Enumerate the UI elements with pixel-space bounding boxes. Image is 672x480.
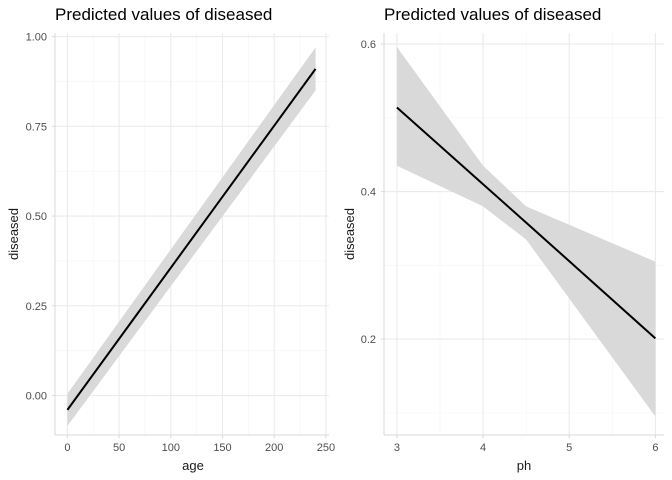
age-panel-x-tick-label: 0: [64, 442, 70, 454]
age-panel-y-tick-label: 0.00: [26, 391, 47, 403]
ph-panel-ribbon-layer: [396, 47, 656, 417]
ph-panel-y-tick-label: 0.6: [361, 39, 376, 51]
ph-panel-x-axis-title: ph: [517, 458, 531, 473]
ph-panel-y-tick-label: 0.4: [361, 187, 376, 199]
age-panel-x-tick-label: 200: [265, 442, 283, 454]
ph-panel-x-tick-label: 6: [652, 442, 658, 454]
age-panel-x-tick-label: 100: [162, 442, 180, 454]
ph-panel: Predicted values of diseased 3 4 5 6 0.2 0.4 0…: [342, 5, 664, 473]
age-panel-line-layer: [66, 68, 317, 411]
age-panel-y-tick-label: 0.50: [26, 211, 47, 223]
age-panel-y-tick-label: 1.00: [26, 32, 47, 44]
age-panel-prediction-line: [66, 68, 317, 411]
age-panel-axes: 0 50 100 150 200 250 0.00 0.25 0.50 0.75 1.00: [26, 32, 335, 454]
age-panel-ribbon-layer: [67, 47, 316, 427]
ph-panel-x-tick-label: 5: [566, 442, 572, 454]
age-panel-y-axis-title: diseased: [6, 208, 21, 260]
ph-panel-title: Predicted values of diseased: [384, 5, 601, 24]
age-panel-x-axis-title: age: [182, 458, 204, 473]
ph-panel-x-tick-label: 4: [480, 442, 486, 454]
ph-panel-axes: 3 4 5 6 0.2 0.4 0.6: [361, 33, 664, 454]
age-panel-y-tick-label: 0.25: [26, 301, 47, 313]
age-panel-confidence-band: [67, 47, 316, 427]
ph-panel-y-tick-label: 0.2: [361, 334, 376, 346]
age-panel-y-tick-label: 0.75: [26, 121, 47, 133]
ph-panel-line-layer: [396, 106, 657, 340]
ph-panel-x-tick-label: 3: [394, 442, 400, 454]
ph-panel-confidence-band: [396, 47, 656, 417]
age-panel-title: Predicted values of diseased: [55, 5, 272, 24]
age-panel-x-tick-label: 150: [213, 442, 231, 454]
ph-panel-y-axis-title: diseased: [342, 208, 357, 260]
ph-panel-prediction-line: [396, 106, 657, 340]
age-panel-x-tick-label: 250: [317, 442, 335, 454]
age-panel-x-tick-label: 50: [113, 442, 125, 454]
age-panel: Predicted values of diseased 0 50 100 150 20…: [6, 5, 335, 473]
